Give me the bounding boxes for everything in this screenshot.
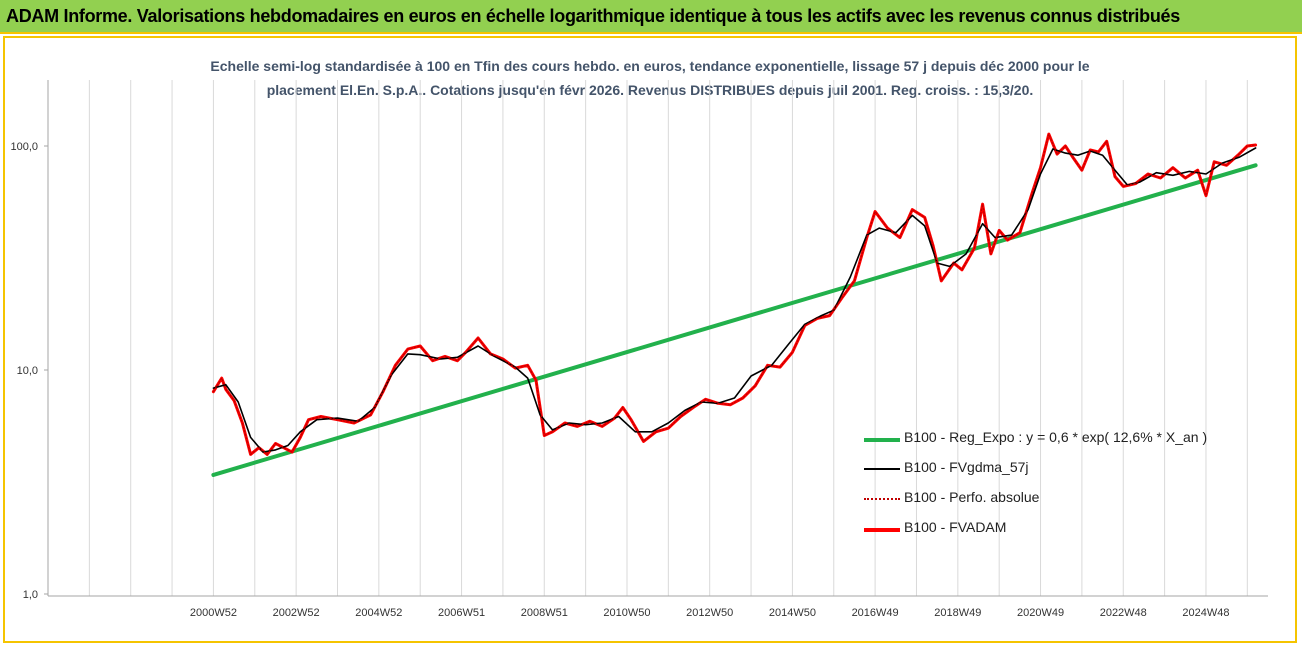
series-fvadam-line [211, 132, 1258, 456]
chart-frame [3, 36, 1297, 643]
chart-title-line-2: placement El.En. S.p.A.. Cotations jusqu… [266, 82, 1034, 98]
legend-swatch-fvgdma [864, 468, 900, 470]
y-tick-label: 1,0 [23, 589, 38, 601]
header-title: ADAM Informe. Valorisations hebdomadaire… [6, 6, 1180, 26]
x-tick-label: 2008W51 [521, 607, 568, 619]
axis-layer: 1,0 10,0 100,0 2000W52 2002W52 2004W52 2006W51… [10, 80, 1268, 619]
chart-title: Echelle semi-log standardisée à 100 en T… [150, 54, 1150, 102]
legend-item-fvgdma: B100 - FVgdma_57j [860, 458, 1240, 488]
series-layer [211, 132, 1258, 477]
x-tick-label: 2004W52 [355, 607, 402, 619]
series-fvgdma-line [212, 147, 1257, 453]
x-tick-label: 2010W50 [603, 607, 650, 619]
legend-swatch-reg-expo [864, 438, 900, 442]
series-reg-expo-line [211, 163, 1258, 477]
series-perfo-absolue-line [212, 133, 1257, 455]
x-tick-label: 2006W51 [438, 607, 485, 619]
legend-label-perfo-absolue: B100 - Perfo. absolue [904, 489, 1040, 505]
legend-item-perfo-absolue: B100 - Perfo. absolue [860, 488, 1240, 518]
legend-swatch-perfo-absolue [864, 498, 900, 500]
chart-title-line-1: Echelle semi-log standardisée à 100 en T… [210, 58, 1090, 74]
x-tick-label: 2018W49 [934, 607, 981, 619]
legend-item-reg-expo: B100 - Reg_Expo : y = 0,6 * exp( 12,6% *… [860, 428, 1240, 458]
x-tick-label: 2012W50 [686, 607, 733, 619]
y-tick-label: 10,0 [17, 365, 38, 377]
x-tick-label: 2014W50 [769, 607, 816, 619]
legend-label-fvgdma: B100 - FVgdma_57j [904, 459, 1029, 475]
header-banner: ADAM Informe. Valorisations hebdomadaire… [0, 0, 1302, 34]
x-tick-label: 2000W52 [190, 607, 237, 619]
y-tick-label: 100,0 [10, 141, 38, 153]
legend-label-fvadam: B100 - FVADAM [904, 519, 1007, 535]
x-tick-label: 2002W52 [273, 607, 320, 619]
legend-item-fvadam: B100 - FVADAM [860, 518, 1240, 548]
chart-legend: B100 - Reg_Expo : y = 0,6 * exp( 12,6% *… [860, 428, 1240, 548]
legend-swatch-fvadam [864, 528, 900, 532]
x-tick-label: 2016W49 [852, 607, 899, 619]
legend-label-reg-expo: B100 - Reg_Expo : y = 0,6 * exp( 12,6% *… [904, 429, 1208, 445]
x-tick-label: 2020W49 [1017, 607, 1064, 619]
x-tick-label: 2022W48 [1100, 607, 1147, 619]
x-tick-label: 2024W48 [1182, 607, 1229, 619]
